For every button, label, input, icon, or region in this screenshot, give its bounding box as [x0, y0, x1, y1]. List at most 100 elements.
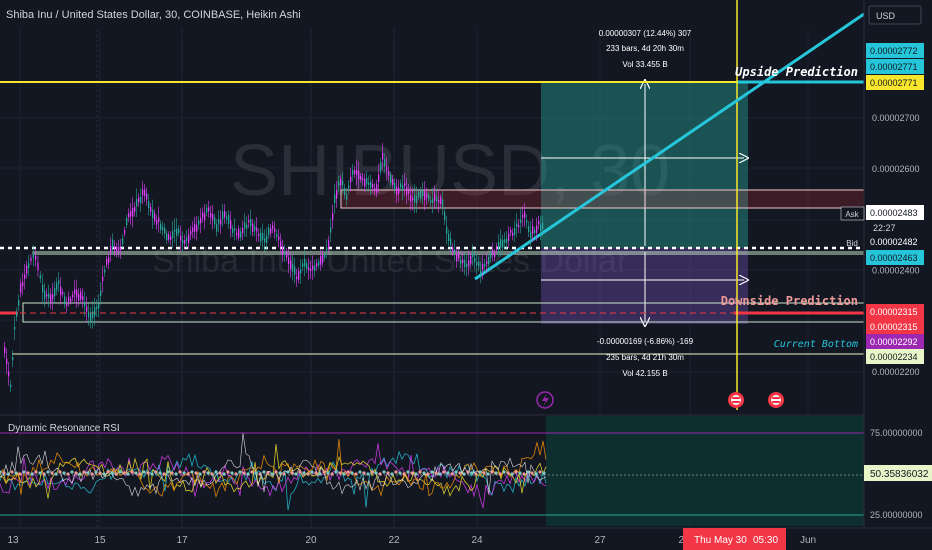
rsi-dot	[10, 470, 14, 474]
candle	[12, 356, 14, 361]
candle	[88, 311, 90, 318]
candle	[370, 181, 372, 188]
us-flag-icon[interactable]	[728, 392, 744, 408]
rsi-series	[0, 450, 547, 511]
candle	[128, 213, 130, 218]
candle	[14, 326, 16, 330]
rsi-dot	[306, 472, 310, 476]
rsi-dot	[450, 472, 454, 476]
candle	[132, 208, 134, 217]
candle	[498, 241, 500, 250]
rsi-dot	[498, 472, 502, 476]
currency-button[interactable]	[868, 5, 922, 25]
candle	[296, 276, 298, 279]
candle	[444, 211, 446, 220]
candle	[30, 257, 32, 262]
candle	[214, 217, 216, 225]
candle	[494, 253, 496, 258]
upside-prediction-label[interactable]: Upside Prediction	[735, 65, 858, 79]
candle	[318, 261, 320, 266]
rsi-dot	[50, 471, 54, 475]
candle	[144, 189, 146, 196]
price-badge-label: 0.00002482	[870, 237, 918, 247]
candle	[360, 176, 362, 180]
candle	[122, 238, 124, 244]
candle	[384, 159, 386, 167]
candle	[520, 219, 522, 223]
candle	[354, 170, 356, 174]
rsi-current-badge	[864, 465, 932, 481]
candle	[460, 260, 462, 264]
rsi-dot	[166, 470, 170, 474]
price-badge-label: 0.00002771	[870, 62, 918, 72]
candle	[246, 224, 248, 229]
candle	[416, 195, 418, 204]
downside-prediction-label[interactable]: Downside Prediction	[721, 294, 858, 308]
candle	[108, 257, 110, 264]
candle	[476, 262, 478, 266]
rsi-dot	[110, 471, 114, 475]
candle	[450, 238, 452, 245]
candle	[74, 289, 76, 295]
candle	[200, 218, 202, 224]
rsi-dot	[334, 470, 338, 474]
candle	[62, 291, 64, 295]
rsi-dot	[318, 472, 322, 476]
candle	[442, 199, 444, 207]
candle	[320, 256, 322, 265]
candle	[208, 207, 210, 212]
candle	[500, 238, 502, 248]
candle	[388, 171, 390, 176]
rsi-dot	[122, 471, 126, 475]
rsi-dot	[6, 472, 10, 476]
rsi-dot	[250, 470, 254, 474]
time-tick-label: 24	[471, 535, 483, 546]
indicator-title[interactable]: Dynamic Resonance RSI	[8, 423, 120, 434]
candle	[84, 301, 86, 307]
rsi-dot	[38, 471, 42, 475]
candle	[10, 384, 12, 388]
candle	[116, 246, 118, 253]
rsi-dot	[150, 472, 154, 476]
rsi-dot	[198, 472, 202, 476]
rsi-dot	[486, 472, 490, 476]
rsi-dot	[398, 471, 402, 475]
rsi-dot	[174, 472, 178, 476]
candle	[290, 260, 292, 270]
candle	[282, 246, 284, 256]
candle	[46, 294, 48, 297]
price-badge-label: 0.00002234	[870, 352, 918, 362]
rsi-dot	[70, 470, 74, 474]
candle	[146, 193, 148, 200]
candle	[262, 233, 264, 241]
candle	[454, 249, 456, 252]
candle	[202, 212, 204, 218]
candle	[536, 225, 538, 233]
rsi-dot	[470, 471, 474, 475]
rsi-series	[0, 444, 547, 499]
rsi-dot	[438, 472, 442, 476]
current-bottom-label[interactable]: Current Bottom	[774, 339, 858, 350]
candle	[362, 178, 364, 181]
lightning-icon[interactable]	[536, 391, 554, 409]
measure-down-line2: 235 bars, 4d 21h 30m	[606, 353, 684, 362]
time-tick-label: 15	[94, 535, 106, 546]
candle	[294, 266, 296, 275]
candle	[242, 227, 244, 234]
candle	[194, 224, 196, 232]
candle	[396, 186, 398, 196]
candle	[316, 263, 318, 267]
trend-line[interactable]	[474, 12, 865, 281]
candle	[426, 194, 428, 198]
candle	[162, 226, 164, 231]
candle	[82, 296, 84, 301]
time-axis[interactable]	[0, 528, 932, 550]
candle	[18, 299, 20, 306]
candle	[150, 207, 152, 212]
us-flag-icon[interactable]	[768, 392, 784, 408]
candle	[170, 236, 172, 240]
candle	[286, 252, 288, 258]
candle	[308, 267, 310, 271]
candle	[218, 218, 220, 224]
